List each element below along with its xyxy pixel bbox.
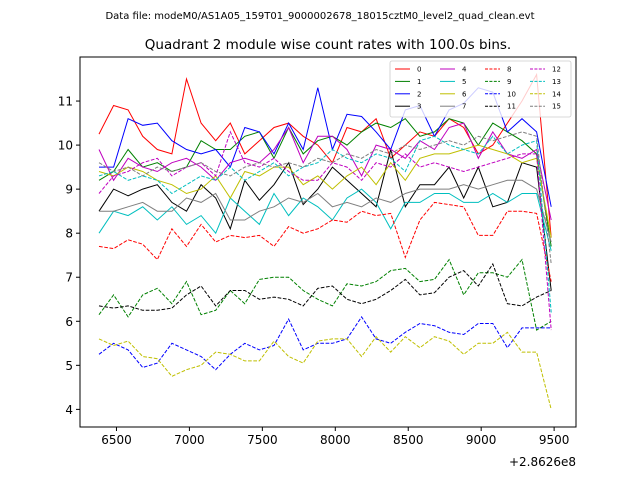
y-tick-label: 10 [58,139,73,153]
legend-label-3: 3 [417,103,421,111]
x-offset-label: +2.8626e8 [509,455,576,469]
legend-label-2: 2 [417,90,421,98]
legend-label-6: 6 [462,90,467,98]
x-tick-label: 6500 [101,433,132,447]
legend-label-0: 0 [417,66,421,74]
series-line-6 [98,144,552,238]
legend-box [389,60,572,118]
legend-label-5: 5 [462,78,466,86]
chart-title: Quadrant 2 module wise count rates with … [145,37,511,53]
legend-label-1: 1 [417,78,421,86]
series-line-3 [98,149,552,291]
y-tick-label: 8 [65,227,73,241]
x-tick-label: 7500 [247,433,278,447]
series-line-12 [98,130,552,331]
series-line-5 [98,188,552,251]
legend-label-4: 4 [462,66,467,74]
series-line-7 [99,179,552,243]
series-line-14 [98,331,552,410]
legend-label-10: 10 [507,90,516,98]
series-line-9 [98,258,552,331]
series-line-0 [98,72,552,238]
series-line-10 [98,315,552,371]
legend-label-12: 12 [552,66,561,74]
plot-area-frame [79,56,577,428]
x-tick-label: 9500 [539,433,570,447]
axes-group: 6500 7000 7500 8000 8500 9000 9500 4 5 6 7 8 9 10 11 [58,95,570,447]
y-tick-label: 11 [58,95,73,109]
figure-suptitle: Data file: modeM0/AS1A05_159T01_90000026… [105,11,534,22]
x-tick-label: 8500 [393,433,424,447]
series-line-8 [98,201,552,282]
x-tick-label: 9000 [466,433,497,447]
x-tick-label: 8000 [320,433,351,447]
legend-label-7: 7 [462,103,466,111]
y-tick-label: 5 [65,359,73,373]
plot-series-group [98,72,552,410]
legend-label-14: 14 [552,90,561,98]
series-line-15 [98,131,552,265]
legend-label-8: 8 [507,66,511,74]
series-line-13 [98,135,552,313]
y-tick-label: 4 [65,403,73,417]
legend-label-11: 11 [507,103,516,111]
series-line-4 [98,122,552,221]
x-tick-label: 7000 [174,433,205,447]
series-line-11 [98,262,552,311]
legend-label-13: 13 [552,78,561,86]
series-line-1 [98,118,552,247]
y-tick-label: 9 [65,183,73,197]
y-tick-label: 7 [65,271,73,285]
legend-label-9: 9 [507,78,511,86]
y-tick-label: 6 [65,315,73,329]
legend-label-15: 15 [552,103,561,111]
